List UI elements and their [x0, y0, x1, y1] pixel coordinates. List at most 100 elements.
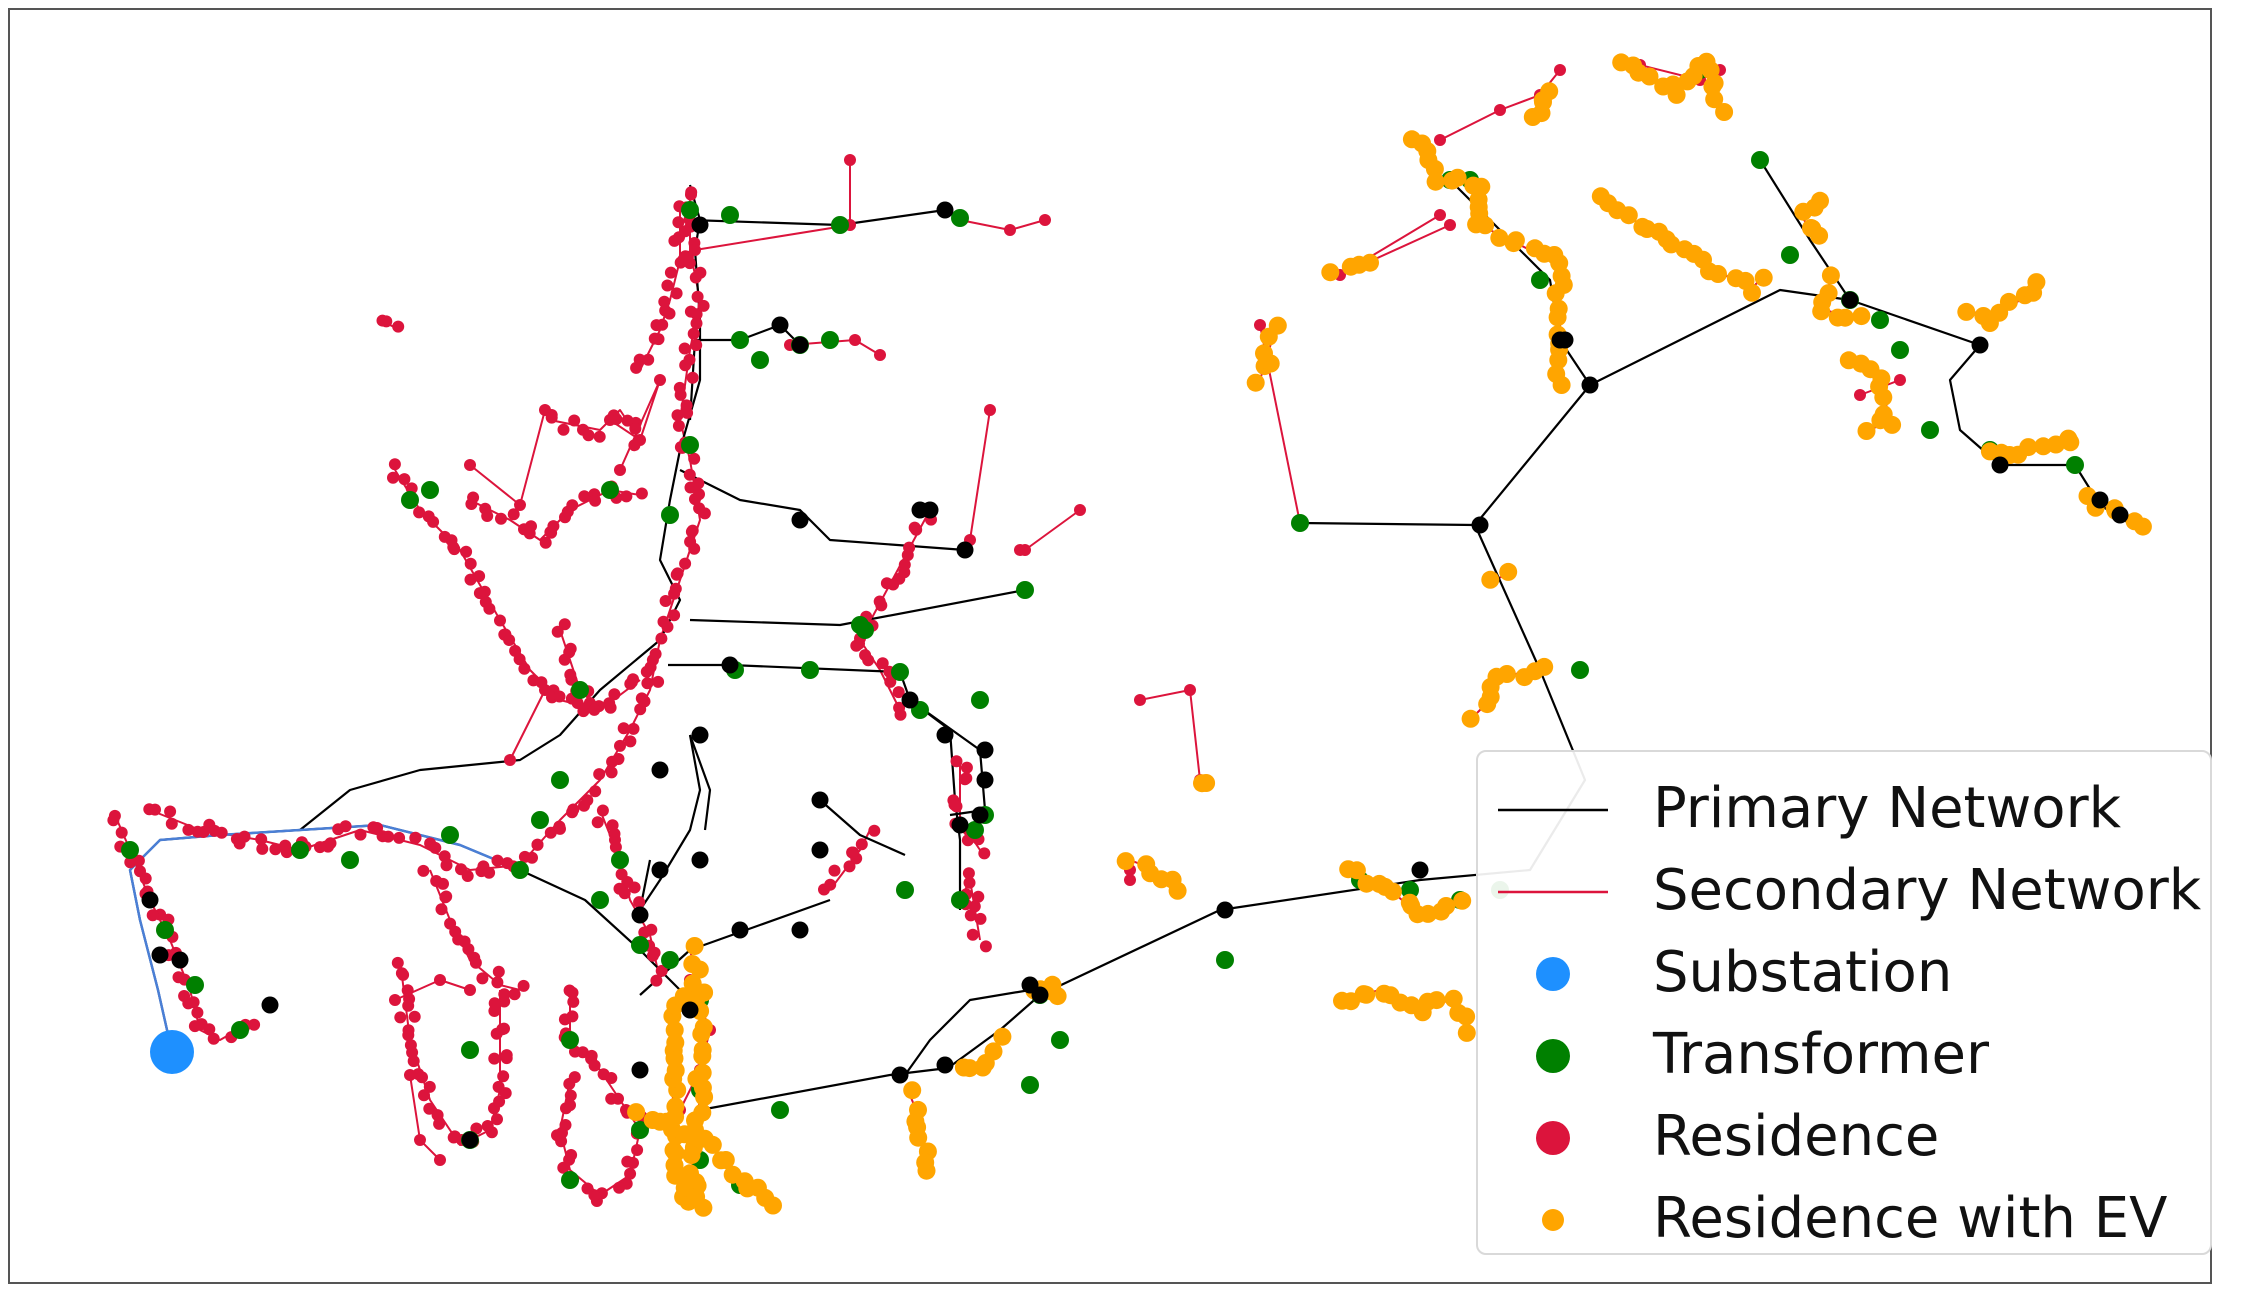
residence-node [464, 557, 477, 570]
ev-residence-node [1794, 202, 1813, 221]
residence-node [409, 832, 422, 844]
residence-node [604, 414, 616, 426]
ev-residence-node [716, 1151, 735, 1169]
legend-row-residence: Residence [1478, 1098, 2210, 1178]
junction-node [651, 861, 669, 879]
residence-node [465, 498, 478, 510]
secondary-line [694, 160, 851, 251]
residence-node [697, 299, 710, 312]
ev-residence-node [1957, 302, 1976, 321]
residence-node [488, 1052, 501, 1065]
ev-residence-node [1490, 228, 1509, 247]
residence-node [603, 697, 616, 710]
junction-node [1841, 291, 1859, 309]
primary-line [299, 184, 702, 831]
junction-node [936, 726, 954, 744]
residence-node [589, 494, 602, 507]
ev-residence-node [1743, 283, 1761, 302]
transformer-node [1921, 421, 1939, 439]
residence-node [693, 502, 706, 515]
residence-node [578, 490, 591, 503]
ev-residence-node [674, 987, 693, 1006]
residence-node [673, 381, 686, 394]
substation-node [150, 1030, 194, 1074]
ev-residence-node [682, 1146, 701, 1165]
ev-residence-node [1715, 103, 1734, 121]
residence-node [402, 999, 415, 1012]
residence-node [657, 615, 670, 628]
junction-node [721, 656, 739, 674]
transformer-node [1021, 1076, 1039, 1094]
ev-residence-node [1476, 216, 1495, 235]
ev-residence-node [665, 1021, 684, 1040]
residence-node [874, 349, 886, 361]
transformer-node [1571, 661, 1589, 679]
transformer-node [1051, 1031, 1069, 1049]
transformer-node [401, 491, 419, 509]
ev-residence-node [1999, 292, 2018, 311]
residence-node [551, 625, 564, 638]
transformer-node [721, 206, 739, 224]
junction-node [141, 891, 159, 909]
transformer-node [891, 663, 909, 681]
residence-node [494, 614, 506, 627]
ev-residence-node [1347, 861, 1366, 880]
residence-node [207, 1032, 220, 1045]
residence-node [165, 817, 178, 830]
transformer-node [751, 351, 769, 369]
residence-node [1019, 544, 1031, 556]
residence-node [589, 785, 602, 798]
residence-node [1124, 874, 1136, 886]
residence-node [627, 722, 640, 735]
legend-row-primary: Primary Network [1478, 770, 2210, 850]
substation-swatch [1536, 957, 1570, 991]
residence-node [564, 1089, 577, 1102]
transformer-node [831, 216, 849, 234]
primary-line [699, 179, 1592, 1112]
ev-residence-node [627, 1103, 646, 1122]
residence-node [972, 890, 985, 903]
ev-residence-node [1709, 265, 1727, 283]
ev-residence-node [1116, 852, 1135, 871]
residence-node [582, 429, 595, 442]
residence-node [671, 409, 684, 422]
residence-node [215, 826, 228, 839]
transformer-node [1531, 271, 1549, 289]
residence-node [433, 1117, 446, 1130]
residence-node [974, 912, 987, 925]
transformer-node [971, 691, 989, 709]
transformer-node [1751, 151, 1769, 169]
residence-node [382, 830, 395, 843]
ev-residence-node [690, 960, 709, 979]
residence-node [690, 317, 703, 330]
junction-node [631, 1061, 649, 1079]
residence-node [1074, 504, 1086, 516]
junction-node [261, 996, 279, 1014]
residence-node [559, 1119, 572, 1131]
residence-node [605, 766, 618, 779]
residence-node [507, 508, 520, 521]
residence-node [523, 527, 536, 540]
transformer-node [531, 811, 549, 829]
ev-residence-node [1268, 316, 1287, 335]
transformer-node [821, 331, 839, 349]
transformer-node [461, 1041, 479, 1059]
secondary-line [149, 190, 701, 871]
residence-node [894, 708, 907, 721]
residence-node [614, 464, 626, 476]
residence-node [504, 754, 516, 766]
junction-node [976, 741, 994, 759]
ev-residence-node [685, 937, 704, 955]
residence-node [514, 499, 526, 511]
legend-label-transformer: Transformer [1653, 1022, 1990, 1087]
residence-node [407, 1055, 420, 1068]
transformer-node [571, 681, 589, 699]
ev-residence-node [917, 1161, 936, 1180]
ev-residence-node [695, 1088, 714, 1106]
primary-line [639, 898, 831, 996]
residence-node [624, 1167, 637, 1180]
residence-node [663, 307, 676, 320]
residence-node [280, 846, 293, 859]
residence-node [901, 549, 914, 562]
ev-residence-node [1874, 388, 1893, 407]
